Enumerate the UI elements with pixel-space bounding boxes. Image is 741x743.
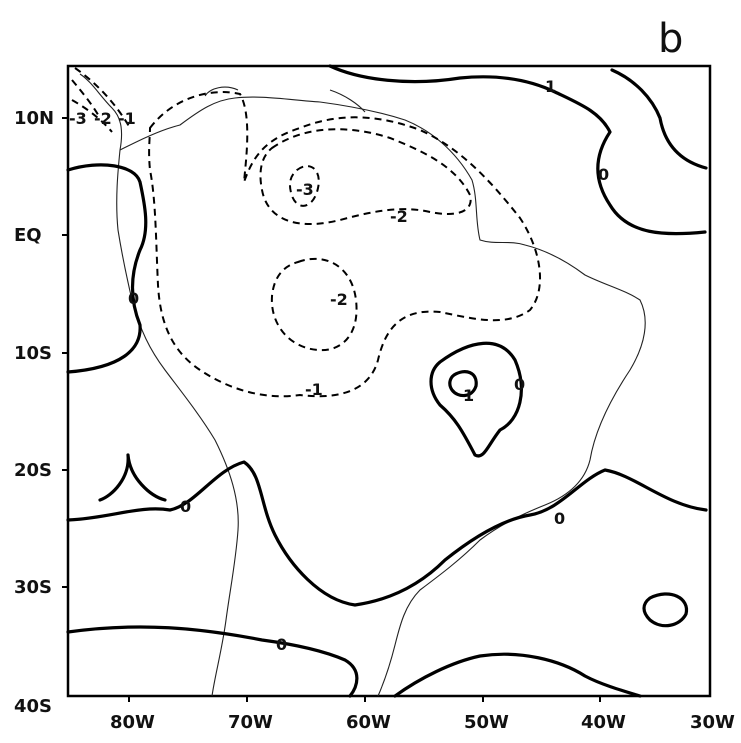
contour-label: 1 (545, 77, 556, 96)
contour-label: 0 (598, 165, 609, 184)
contour-label: 0 (554, 509, 565, 528)
contour-label: -2 (94, 109, 112, 128)
contour-label: 0 (180, 497, 191, 516)
solid-contour (66, 460, 708, 607)
coastline (79, 73, 646, 697)
solid-contour (393, 652, 642, 698)
solid-contour (448, 370, 478, 398)
y-tick-label: 20S (14, 460, 52, 481)
x-tick-label: 80W (110, 712, 155, 733)
y-tick-label: 40S (14, 696, 52, 717)
dashed-contour (148, 91, 541, 398)
contour-label: 1 (463, 386, 474, 405)
y-tick-label: EQ (14, 225, 42, 246)
solid-contour (66, 163, 148, 374)
solid-contour (429, 341, 523, 458)
contour-label: 0 (276, 635, 287, 654)
contour-label: -3 (69, 109, 87, 128)
y-axis: 10N EQ 10S 20S 30S 40S (14, 108, 68, 717)
solid-contour (610, 68, 708, 170)
panel-label: b (658, 16, 683, 62)
contour-label: -2 (330, 290, 348, 309)
x-tick-label: 50W (464, 712, 509, 733)
dashed-contour (288, 165, 320, 207)
solid-contours (66, 64, 708, 698)
contour-labels: -3 -2 -1 1 0 -3 -2 0 -2 -1 1 0 0 0 0 (69, 77, 609, 654)
x-tick-label: 70W (228, 712, 273, 733)
dashed-contour (71, 99, 113, 133)
contour-label: -1 (118, 109, 136, 128)
solid-contour (98, 453, 167, 502)
y-tick-label: 30S (14, 577, 52, 598)
dashed-contour (259, 128, 472, 226)
dashed-contour (74, 67, 131, 129)
contour-label: -1 (305, 380, 323, 399)
solid-contour (642, 592, 689, 628)
dashed-contour (270, 257, 358, 352)
y-tick-label: 10S (14, 343, 52, 364)
x-tick-label: 40W (581, 712, 626, 733)
x-tick-label: 30W (690, 712, 735, 733)
solid-contour (66, 625, 359, 698)
contour-label: 0 (128, 289, 139, 308)
contour-label: 0 (514, 375, 525, 394)
x-tick-label: 60W (346, 712, 391, 733)
map-frame (66, 64, 712, 698)
contour-label: -2 (390, 207, 408, 226)
dashed-contours (71, 67, 541, 398)
y-tick-label: 10N (14, 108, 54, 129)
dashed-contour (71, 79, 101, 119)
contour-label: -3 (296, 180, 314, 199)
x-axis: 80W 70W 60W 50W 40W 30W (110, 696, 735, 733)
solid-contour (328, 64, 707, 236)
